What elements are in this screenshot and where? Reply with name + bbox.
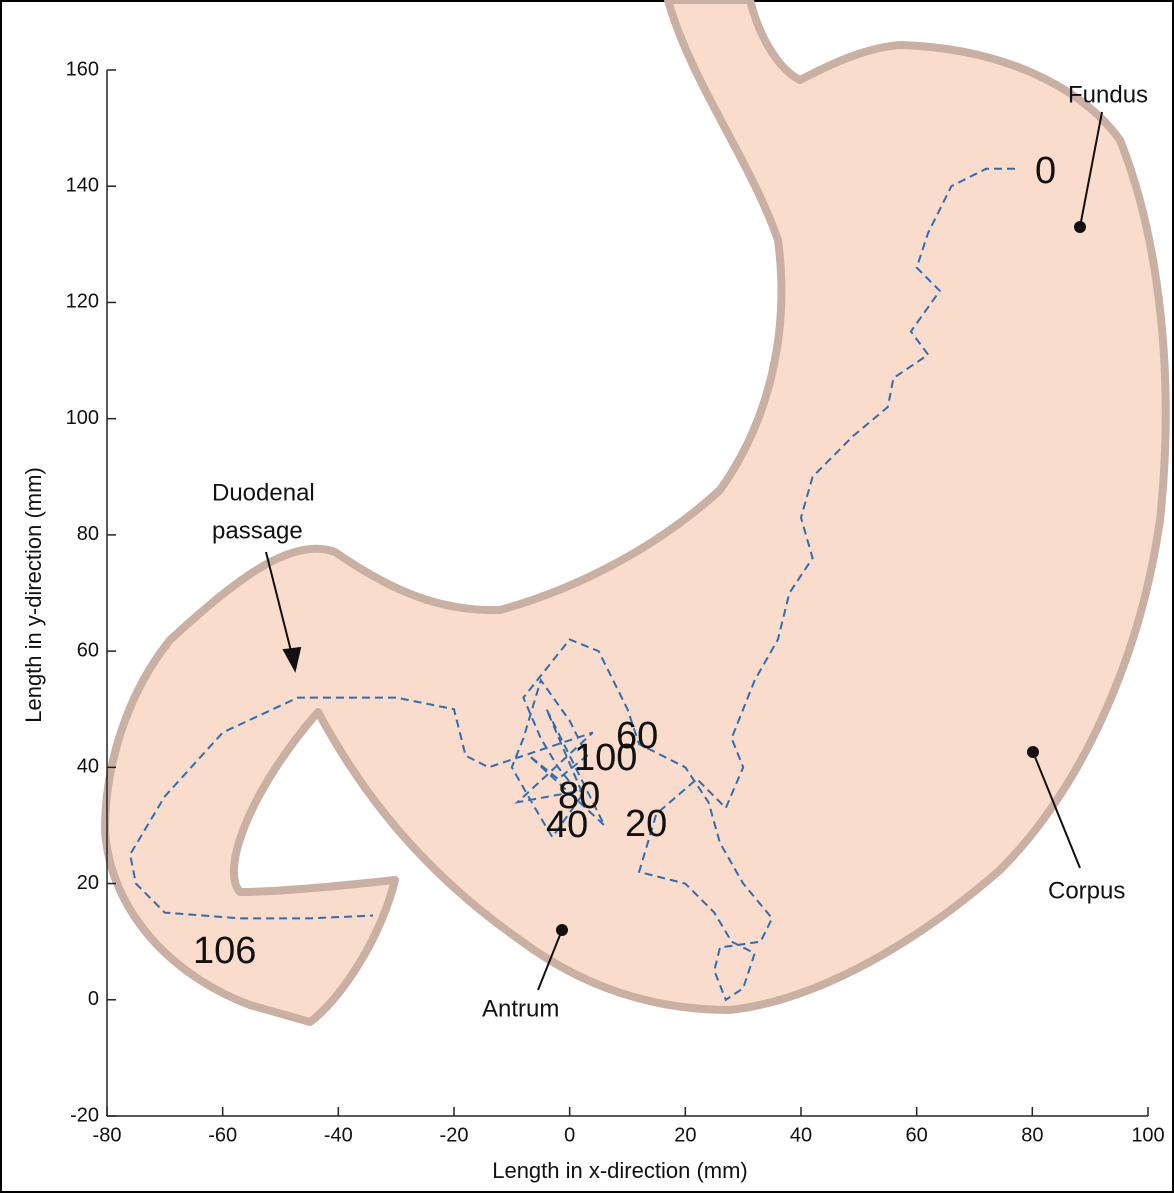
time-label: 80 [558, 775, 600, 817]
time-label: 106 [193, 930, 256, 972]
x-tick-label: 0 [564, 1124, 575, 1146]
chart: Length in x-direction (mm) Length in y-d… [0, 0, 1174, 1193]
x-tick-label: 20 [674, 1124, 696, 1146]
x-tick-label: -20 [440, 1124, 469, 1146]
x-tick-label: -60 [208, 1124, 237, 1146]
x-tick-label: -40 [324, 1124, 353, 1146]
y-tick-label: 100 [66, 407, 99, 429]
x-tick-label: 80 [1021, 1124, 1043, 1146]
y-tick-label: -20 [70, 1104, 99, 1126]
time-label: 20 [625, 803, 667, 845]
x-tick-label: 100 [1131, 1124, 1164, 1146]
y-tick-label: 60 [77, 639, 99, 661]
y-tick-label: 40 [77, 756, 99, 778]
region-label: Duodenal [212, 479, 315, 506]
y-tick-label: 80 [77, 523, 99, 545]
region-label: Corpus [1048, 877, 1125, 904]
time-label: 100 [574, 737, 637, 779]
y-tick-label: 140 [66, 175, 99, 197]
region-label: Fundus [1068, 81, 1148, 108]
y-tick-label: 160 [66, 58, 99, 80]
x-tick-label: 60 [906, 1124, 928, 1146]
y-tick-label: 0 [88, 988, 99, 1010]
y-tick-label: 20 [77, 872, 99, 894]
time-label: 0 [1035, 150, 1056, 192]
region-label: Antrum [482, 995, 559, 1022]
x-axis-label: Length in x-direction (mm) [492, 1158, 748, 1183]
y-tick-label: 120 [66, 291, 99, 313]
region-label: passage [212, 517, 303, 544]
x-tick-label: -80 [93, 1124, 122, 1146]
x-tick-label: 40 [790, 1124, 812, 1146]
y-axis-label: Length in y-direction (mm) [21, 467, 46, 723]
